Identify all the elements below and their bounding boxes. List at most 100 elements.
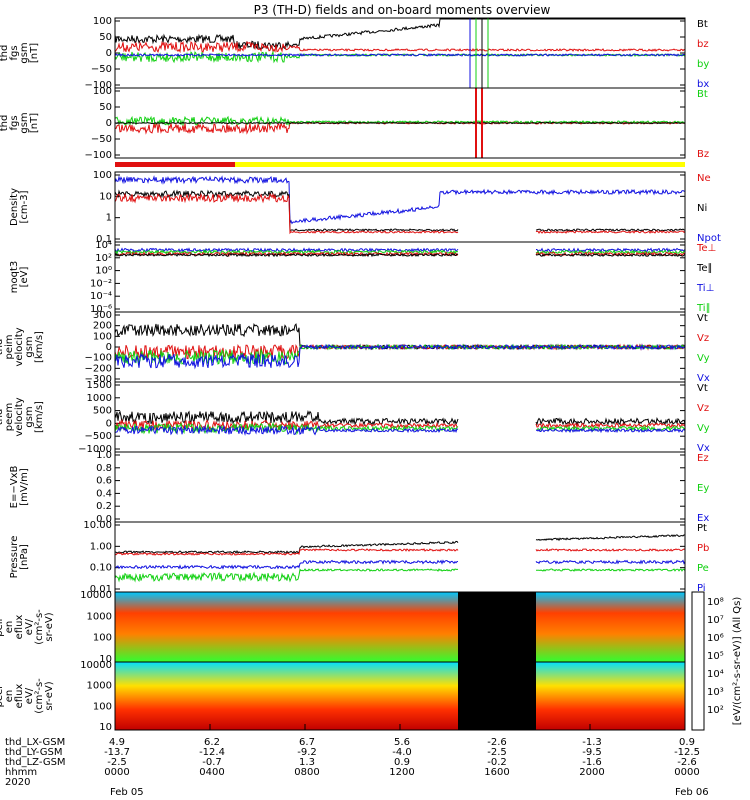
ylabel-line: [cm-3]	[19, 190, 30, 223]
ephem-value: -1.6	[582, 757, 602, 768]
trace-Te-perp	[115, 251, 686, 257]
trace-Pi	[114, 559, 686, 570]
ylabel-temp: moqt3[eV]	[9, 261, 30, 294]
ylabel-line: fgs	[9, 115, 20, 130]
ephem-value: -2.6	[487, 737, 507, 748]
ylabel-line: peir	[0, 616, 5, 636]
ytick-label: 10000	[80, 590, 112, 601]
ephem-value: -2.5	[487, 747, 507, 758]
ephem-value: 0000	[104, 767, 129, 778]
legend-Pe: Pe	[697, 563, 709, 574]
date-start: Feb 05	[110, 787, 144, 798]
trace-Ne	[114, 192, 686, 235]
ytick-label: 100	[93, 633, 112, 644]
ytick-label: −300	[85, 374, 112, 385]
ylabel-line: thd	[0, 339, 5, 356]
ylabel-line: gsm	[19, 42, 30, 63]
ylabel-line: eflux	[14, 684, 25, 709]
legend-Ti⊥: Ti⊥	[696, 283, 714, 294]
ephem-value: -2.6	[677, 757, 697, 768]
ytick-label: 0.1	[96, 234, 112, 245]
ephem-value: 1.3	[299, 757, 315, 768]
legend-bx: bx	[697, 79, 709, 90]
ylabel-line: fgs	[9, 45, 20, 60]
legend-Vy: Vy	[697, 423, 710, 434]
trace-Te-par	[114, 252, 686, 258]
ylabel-line: peim	[4, 334, 15, 359]
ylabel-line: thd	[0, 409, 5, 426]
ytick-label: −100	[85, 353, 112, 364]
legend-Ni: Ni	[697, 203, 707, 214]
ytick-label: 1.00	[90, 541, 112, 552]
ephem-label: thd_LY-GSM	[5, 747, 62, 758]
colorbar-tick: 10⁴	[707, 669, 724, 680]
legend-Bt: Bt	[697, 89, 708, 100]
status-bar-yellow	[235, 162, 685, 167]
colorbar-tick: 10⁵	[707, 651, 724, 662]
ytick-label: 100	[93, 170, 112, 181]
ytick-label: 500	[93, 406, 112, 417]
ylabel-line: sr-eV)	[44, 681, 55, 710]
panel-vi: thdpeimvelocitygsm[km/s] 3002001000−100−2…	[0, 310, 710, 385]
trace-Npot	[114, 175, 686, 225]
ephem-value: -13.7	[104, 747, 130, 758]
legend-Vy: Vy	[697, 353, 710, 364]
ytick-label: 0	[106, 342, 112, 353]
trace-Pt	[114, 534, 686, 555]
ephem-value: -0.2	[487, 757, 507, 768]
ylabel-line: eflux	[14, 615, 25, 640]
legend-by: by	[697, 59, 709, 70]
trace-by	[114, 50, 686, 64]
panel-fgs_b: thdfgsgsm[nT] 100 50 0 −50 −100 Bt Bz	[0, 86, 709, 161]
legend-Te⊥: Te⊥	[696, 243, 716, 254]
ylabel-line: en	[4, 621, 15, 634]
ylabel-line: moqt3	[9, 261, 20, 294]
legend-Vx: Vx	[697, 373, 710, 384]
figure-title: P3 (TH-D) fields and on-board moments ov…	[254, 3, 551, 17]
colorbar-tick: 10⁸	[707, 597, 724, 608]
ytick-label: 1000	[87, 611, 112, 622]
ytick-label: 10	[99, 722, 112, 733]
spectrogram-peir	[115, 592, 685, 662]
ytick-label: 100	[93, 86, 112, 97]
colorbar-tick: 10³	[707, 687, 724, 698]
ylabel-line: velocity	[14, 327, 25, 366]
ylabel-line: gsm	[24, 406, 35, 427]
ytick-label: 1	[106, 213, 112, 224]
ytick-label: 50	[99, 32, 112, 43]
ytick-label: 200	[93, 321, 112, 332]
ephem-value: -12.4	[199, 747, 225, 758]
ylabel-efield: E=−VxB[mV/m]	[9, 466, 30, 509]
ylabel-ve: thdpeemvelocitygsm[km/s]	[0, 397, 45, 436]
ytick-label: 0.6	[96, 476, 112, 487]
panel-peer: thdpeerenefluxeV/(cm²-s-sr-eV) 10000 1000 1…	[0, 660, 686, 733]
ytick-label: −100	[85, 80, 112, 91]
panels-group: thdfgsgsm[nT]100500−50−100Btbzbybxthdfgs…	[0, 16, 743, 733]
trace-bz	[114, 40, 686, 54]
ylabel-line: [nT]	[29, 43, 40, 63]
panel-peir: thdpeirenefluxeV/(cm²-s-sr-eV) 10000 1000 1…	[0, 590, 686, 665]
trace-Pe	[114, 568, 686, 583]
legend-Pi: Pi	[697, 583, 706, 594]
ytick-label: 0.01	[90, 584, 112, 595]
legend-Ey: Ey	[697, 483, 709, 494]
legend-Bz: Bz	[697, 149, 709, 160]
ephem-value: -0.7	[202, 757, 222, 768]
ephem-value: 6.7	[299, 737, 315, 748]
colorbar-tick: 10⁷	[707, 615, 724, 626]
ephem-value: 4.9	[109, 737, 125, 748]
colorbar-label: [eV/(cm²-s-sr-eV)] (All Qs)	[732, 597, 743, 726]
ephem-value: 1200	[389, 767, 414, 778]
ylabel-line: eV/	[24, 687, 35, 704]
ytick-label: 10000	[80, 660, 112, 671]
panel-frame	[114, 17, 686, 89]
ytick-label: 0.4	[96, 488, 112, 499]
ylabel-fgs_b: thdfgsgsm[nT]	[0, 112, 40, 133]
ephem-value: -9.5	[582, 747, 602, 758]
ylabel-line: thd	[0, 115, 10, 132]
ylabel-pressure: Pressure[nPa]	[9, 536, 30, 579]
ylabel-line: [km/s]	[34, 401, 45, 433]
legend-Pt: Pt	[697, 523, 707, 534]
ylabel-line: Density	[9, 188, 20, 226]
